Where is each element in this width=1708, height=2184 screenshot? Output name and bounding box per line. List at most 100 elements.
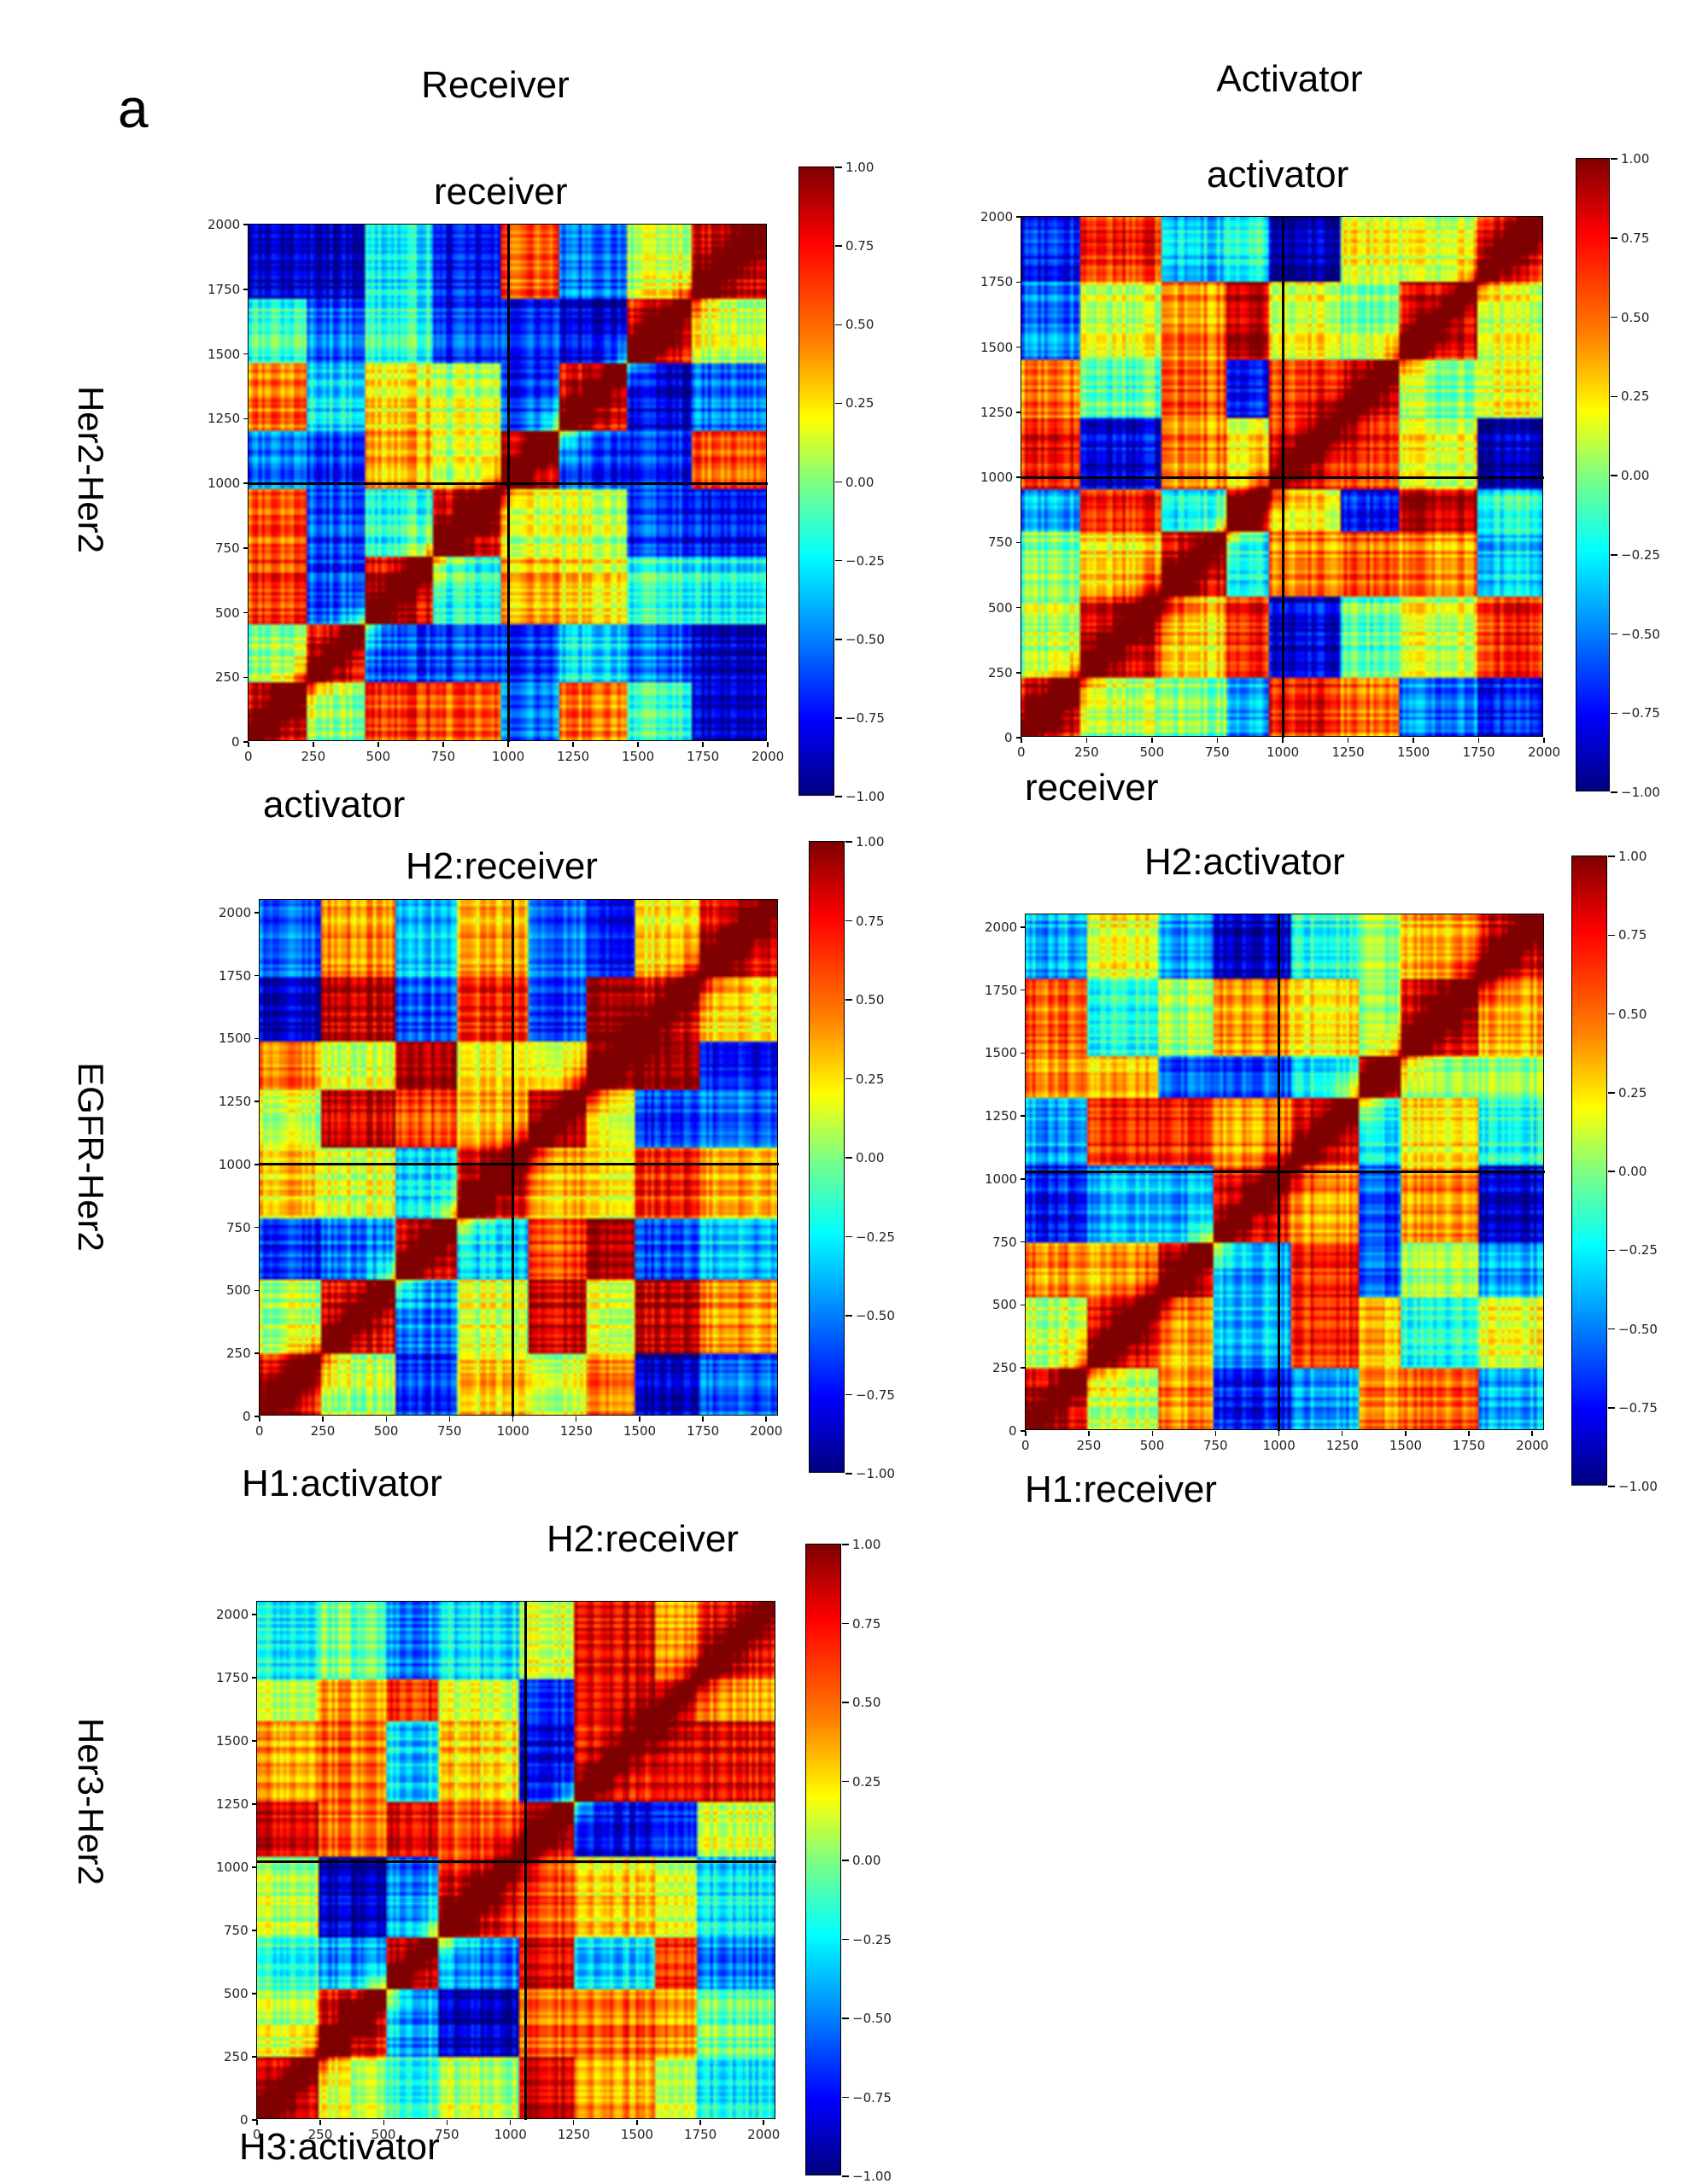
y-tick-label: 2000: [980, 209, 1014, 225]
row-label-egfr-her2: EGFR-Her2: [71, 1062, 111, 1252]
colorbar-tick-label: −0.75: [856, 1387, 895, 1403]
y-tick-mark: [1021, 989, 1026, 991]
y-tick-mark: [1016, 737, 1021, 739]
y-tick-label: 2000: [208, 217, 241, 232]
y-tick-label: 1750: [208, 281, 241, 297]
x-tick-mark: [1278, 1431, 1280, 1436]
colorbar-tick-label: 0.50: [1621, 309, 1650, 325]
y-tick-label: 1000: [985, 1171, 1018, 1187]
x-tick-mark: [1531, 1431, 1533, 1436]
divider-horizontal: [1021, 476, 1544, 479]
divider-horizontal: [260, 1163, 779, 1166]
y-tick-mark: [1021, 926, 1026, 928]
y-tick-mark: [1016, 541, 1021, 543]
x-tick-label: 1750: [687, 749, 720, 764]
y-tick-label: 750: [224, 1922, 249, 1938]
y-tick-mark: [252, 1740, 257, 1742]
x-tick-label: 1500: [620, 2127, 654, 2142]
y-tick-mark: [254, 1037, 260, 1040]
x-tick-label: 1250: [1331, 745, 1365, 760]
y-tick-label: 750: [992, 1234, 1017, 1250]
y-tick-mark: [252, 1803, 257, 1805]
x-tick-mark: [636, 2120, 638, 2125]
colorbar-tick-label: 1.00: [1618, 849, 1647, 864]
colorbar-tick-mark: [835, 166, 842, 168]
colorbar-tick-label: 1.00: [856, 834, 885, 850]
colorbar: 1.00 0.75 0.50 0.25 0.00 −0.25 −0.50 −0.75 −1.00: [1576, 151, 1660, 800]
heatmap-plot: 0 250 500 750 1000 1250 1500 1750 2000 0 250 500 750…: [208, 217, 784, 764]
y-tick-label: 500: [992, 1297, 1017, 1313]
x-tick-mark: [765, 1416, 767, 1422]
x-tick-label: 2000: [1528, 745, 1561, 760]
x-tick-mark: [1405, 1431, 1407, 1436]
colorbar-tick-mark: [1608, 1486, 1615, 1487]
x-tick-mark: [446, 2120, 448, 2125]
x-tick-label: 1750: [1462, 745, 1495, 760]
y-tick-mark: [254, 1101, 260, 1102]
heatmap-title: H2:receiver: [406, 845, 598, 887]
colorbar-tick-label: 0.75: [845, 238, 874, 254]
colorbar-tick-mark: [835, 402, 842, 405]
colorbar-tick-label: 0.25: [852, 1773, 881, 1790]
x-tick-mark: [767, 742, 769, 747]
colorbar-tick-label: −0.25: [1618, 1242, 1658, 1258]
colorbar-tick-mark: [835, 481, 842, 483]
x-tick-mark: [1214, 1431, 1217, 1436]
x-tick-mark: [639, 1416, 640, 1422]
colorbar-tick-label: −1.00: [1618, 1479, 1658, 1494]
x-tick-mark: [702, 1416, 704, 1422]
colorbar-tick-label: 0.25: [1618, 1084, 1647, 1101]
x-tick-mark: [1347, 738, 1349, 743]
y-tick-mark: [1021, 1241, 1026, 1243]
x-tick-label: 750: [430, 749, 456, 764]
y-tick-label: 250: [224, 2048, 249, 2064]
x-tick-label: 1250: [557, 749, 590, 764]
colorbar-tick-mark: [835, 245, 842, 247]
heatmap-plot: 0 250 500 750 1000 1250 1500 1750 2000 0 250 500 750…: [980, 209, 1560, 760]
heatmap-title: activator: [1207, 154, 1349, 196]
colorbar-tick-mark: [1611, 158, 1617, 160]
colorbar-tick-label: −0.75: [845, 710, 885, 726]
x-tick-label: 250: [1076, 1438, 1102, 1453]
colorbar-tick-mark: [1608, 1013, 1615, 1015]
y-tick-mark: [254, 912, 260, 914]
y-tick-label: 1250: [208, 411, 241, 427]
colorbar-tick-mark: [845, 999, 852, 1001]
x-tick-mark: [1413, 738, 1414, 743]
y-tick-mark: [243, 224, 249, 225]
column-title-activator: Activator: [1216, 58, 1363, 100]
x-tick-label: 250: [301, 749, 326, 764]
x-tick-label: 750: [1202, 1438, 1228, 1453]
colorbar: 1.00 0.75 0.50 0.25 0.00 −0.25 −0.50 −0.75 −1.00: [805, 1537, 892, 2184]
colorbar-tick-label: 0.50: [856, 992, 885, 1007]
colorbar-tick-label: 0.25: [856, 1071, 885, 1087]
y-tick-label: 2000: [219, 904, 252, 920]
y-tick-mark: [254, 1289, 260, 1292]
y-tick-mark: [254, 1416, 260, 1417]
y-tick-mark: [1016, 412, 1021, 413]
colorbar-tick-mark: [1608, 934, 1615, 936]
colorbar-tick-mark: [835, 324, 842, 325]
colorbar-tick-mark: [845, 1315, 852, 1317]
x-tick-mark: [512, 1416, 514, 1422]
x-tick-mark: [572, 742, 574, 747]
x-tick-label: 750: [436, 1423, 462, 1439]
y-tick-mark: [252, 1993, 257, 1994]
x-tick-label: 250: [307, 2127, 333, 2142]
colorbar-tick-label: 0.25: [1621, 388, 1650, 405]
y-tick-label: 1500: [216, 1732, 249, 1749]
x-tick-label: 750: [434, 2127, 459, 2142]
y-tick-label: 1500: [980, 339, 1014, 355]
x-tick-mark: [699, 2120, 701, 2125]
x-tick-label: 2000: [750, 1423, 783, 1439]
x-tick-mark: [383, 2120, 385, 2125]
heatmap-plot: 0 250 500 750 1000 1250 1500 1750 2000 0 250 500 750…: [219, 899, 782, 1439]
colorbar-tick-mark: [835, 796, 842, 797]
y-tick-mark: [252, 1677, 257, 1679]
divider-horizontal: [1026, 1170, 1545, 1173]
heatmap-plot: 0 250 500 750 1000 1250 1500 1750 2000 0 250 500 750…: [985, 914, 1548, 1453]
y-tick-mark: [243, 482, 249, 484]
heatmap-plot: 0 250 500 750 1000 1250 1500 1750 2000 0 250 500 750…: [216, 1601, 780, 2142]
y-tick-mark: [252, 2119, 257, 2121]
colorbar-tick-mark: [1611, 791, 1617, 793]
